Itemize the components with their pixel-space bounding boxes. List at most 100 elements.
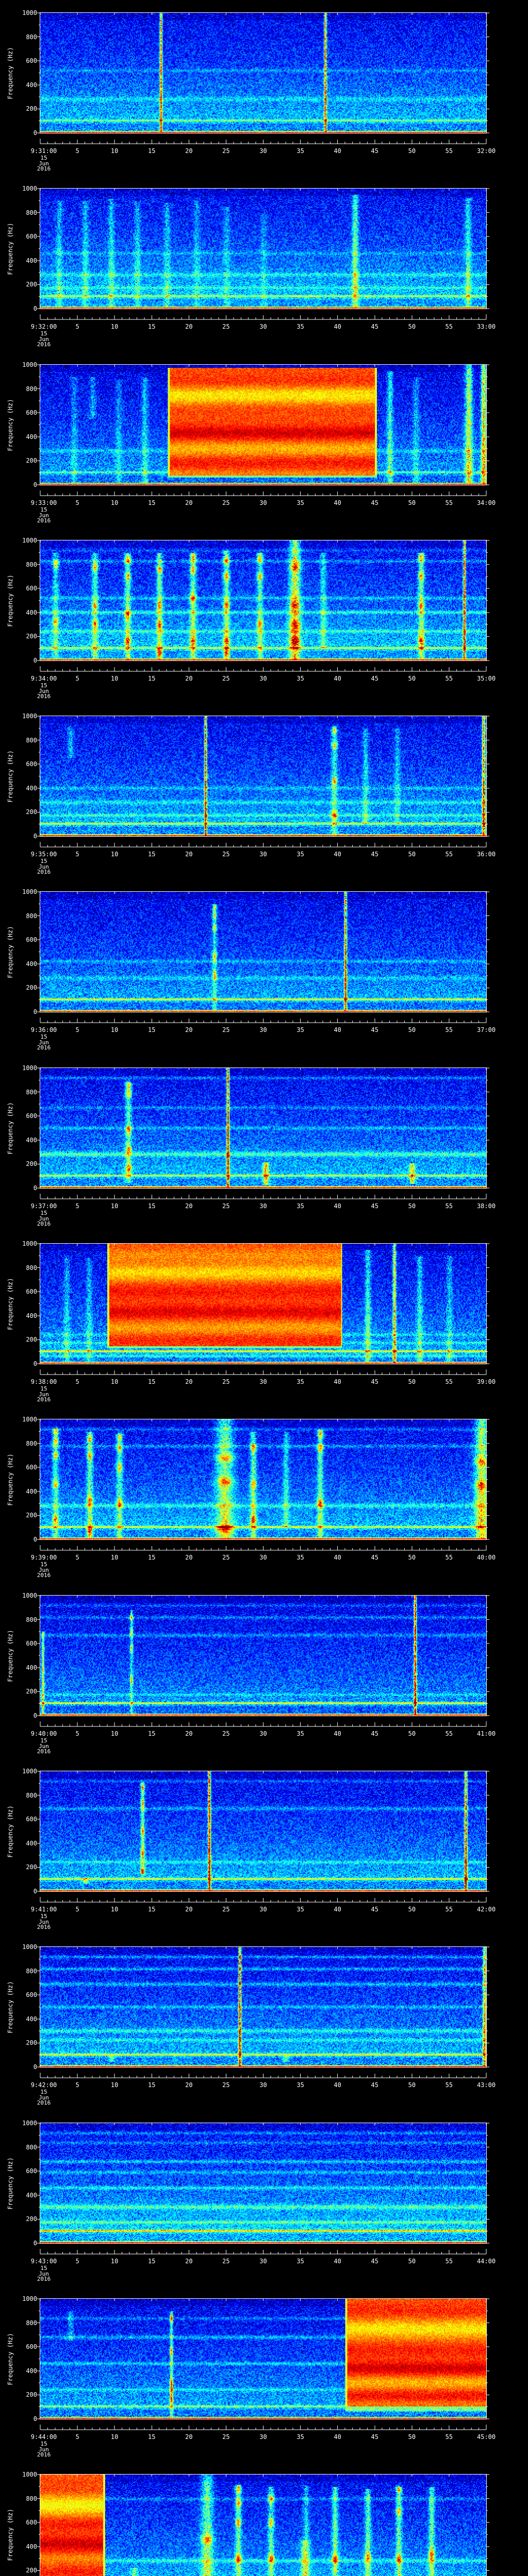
x-axis-start-time: 9:33:00 <box>30 499 57 506</box>
y-tick-label: 400 <box>26 784 37 792</box>
x-tick-label: 50 <box>408 1730 416 1737</box>
spectrogram-canvas <box>40 2123 486 2243</box>
y-tick-label: 0 <box>33 1184 37 1192</box>
x-axis-end-time: 38:00 <box>476 1202 496 1210</box>
y-tick-label: 600 <box>26 585 37 592</box>
x-tick-label: 25 <box>222 499 230 506</box>
x-tick-label: 55 <box>445 2081 453 2089</box>
x-tick-label: 10 <box>110 851 119 858</box>
x-tick-label: 15 <box>148 851 156 858</box>
axis-ticks <box>37 12 489 144</box>
y-tick-label: 800 <box>26 561 37 568</box>
x-tick-label: 20 <box>185 323 193 330</box>
y-tick-label: 200 <box>26 1160 37 1168</box>
y-tick-label: 200 <box>26 633 37 640</box>
y-axis-title: Frequency (Hz) <box>7 1453 14 1506</box>
x-tick-label: 5 <box>75 323 79 330</box>
x-tick-label: 25 <box>222 2081 230 2089</box>
axis-ticks <box>37 364 489 496</box>
y-tick-label: 0 <box>33 1360 37 1367</box>
y-tick-label: 600 <box>26 2343 37 2351</box>
x-tick-label: 25 <box>222 1026 230 1033</box>
x-tick-label: 45 <box>371 2433 378 2441</box>
x-tick-label: 45 <box>371 675 378 682</box>
x-tick-label: 35 <box>296 851 304 858</box>
y-axis-title: Frequency (Hz) <box>7 750 14 803</box>
y-tick-label: 1000 <box>22 1592 37 1599</box>
x-tick-label: 15 <box>148 2081 156 2089</box>
date-label: 15 Jun 2016 <box>37 330 51 348</box>
axis-ticks <box>37 1595 489 1727</box>
y-tick-label: 200 <box>26 2215 37 2223</box>
x-axis-end-time: 35:00 <box>476 675 496 682</box>
y-tick-label: 0 <box>33 2415 37 2422</box>
x-tick-label: 30 <box>259 851 267 858</box>
x-tick-label: 45 <box>371 1906 378 1913</box>
y-tick-label: 400 <box>26 1487 37 1495</box>
y-tick-label: 400 <box>26 960 37 968</box>
x-tick-label: 20 <box>185 2258 193 2265</box>
x-tick-label: 20 <box>185 1202 193 1210</box>
x-tick-label: 35 <box>296 2433 304 2441</box>
y-tick-label: 200 <box>26 457 37 465</box>
x-tick-label: 30 <box>259 1202 267 1210</box>
y-tick-label: 400 <box>26 1839 37 1847</box>
y-tick-label: 1000 <box>22 537 37 544</box>
x-tick-label: 45 <box>371 1378 378 1385</box>
x-tick-label: 55 <box>445 1906 453 1913</box>
y-tick-label: 0 <box>33 1888 37 1895</box>
x-tick-label: 55 <box>445 323 453 330</box>
spectrogram-panel: Frequency (Hz) 0 200 400 600 800 1000 9:43:00 5 1… <box>0 2110 528 2286</box>
y-tick-label: 400 <box>26 433 37 440</box>
y-tick-label: 200 <box>26 1512 37 1519</box>
y-tick-label: 200 <box>26 1336 37 1344</box>
spectrogram-canvas <box>40 365 486 485</box>
x-axis-end-time: 32:00 <box>476 147 496 155</box>
x-tick-label: 40 <box>334 2081 341 2089</box>
x-tick-label: 50 <box>408 147 416 155</box>
spectrogram-canvas <box>40 716 486 836</box>
x-tick-label: 35 <box>296 1554 304 1561</box>
x-tick-label: 40 <box>334 675 341 682</box>
date-label: 15 Jun 2016 <box>37 858 51 875</box>
x-tick-label: 45 <box>371 323 378 330</box>
x-tick-label: 40 <box>334 323 341 330</box>
x-tick-label: 15 <box>148 1906 156 1913</box>
y-tick-label: 600 <box>26 233 37 241</box>
axis-ticks <box>37 2474 489 2576</box>
x-axis-start-time: 9:37:00 <box>30 1202 57 1210</box>
x-tick-label: 35 <box>296 1730 304 1737</box>
y-tick-label: 1000 <box>22 1768 37 1775</box>
x-tick-label: 20 <box>185 1554 193 1561</box>
x-tick-label: 30 <box>259 675 267 682</box>
y-tick-label: 0 <box>33 481 37 488</box>
x-tick-label: 45 <box>371 1730 378 1737</box>
x-tick-label: 25 <box>222 323 230 330</box>
y-tick-label: 200 <box>26 105 37 113</box>
y-tick-label: 0 <box>33 1536 37 1543</box>
y-tick-label: 600 <box>26 1640 37 1648</box>
x-tick-label: 10 <box>110 1906 119 1913</box>
x-tick-label: 50 <box>408 1554 416 1561</box>
x-axis-end-time: 45:00 <box>476 2433 496 2441</box>
x-tick-label: 25 <box>222 675 230 682</box>
x-tick-label: 20 <box>185 2081 193 2089</box>
y-axis-title: Frequency (Hz) <box>7 925 14 978</box>
x-tick-label: 30 <box>259 2081 267 2089</box>
y-tick-label: 1000 <box>22 2295 37 2302</box>
y-tick-label: 200 <box>26 1688 37 1696</box>
y-tick-label: 800 <box>26 1088 37 1096</box>
x-tick-label: 45 <box>371 147 378 155</box>
x-tick-label: 20 <box>185 1906 193 1913</box>
y-tick-label: 400 <box>26 608 37 616</box>
x-tick-label: 30 <box>259 1730 267 1737</box>
x-tick-label: 15 <box>148 1554 156 1561</box>
x-axis-end-time: 43:00 <box>476 2081 496 2089</box>
y-axis-title: Frequency (Hz) <box>7 2508 14 2561</box>
y-tick-label: 800 <box>26 2495 37 2502</box>
y-axis-title: Frequency (Hz) <box>7 222 14 275</box>
spectrogram-canvas <box>40 1947 486 2067</box>
y-tick-label: 1000 <box>22 2120 37 2127</box>
x-tick-label: 15 <box>148 1378 156 1385</box>
